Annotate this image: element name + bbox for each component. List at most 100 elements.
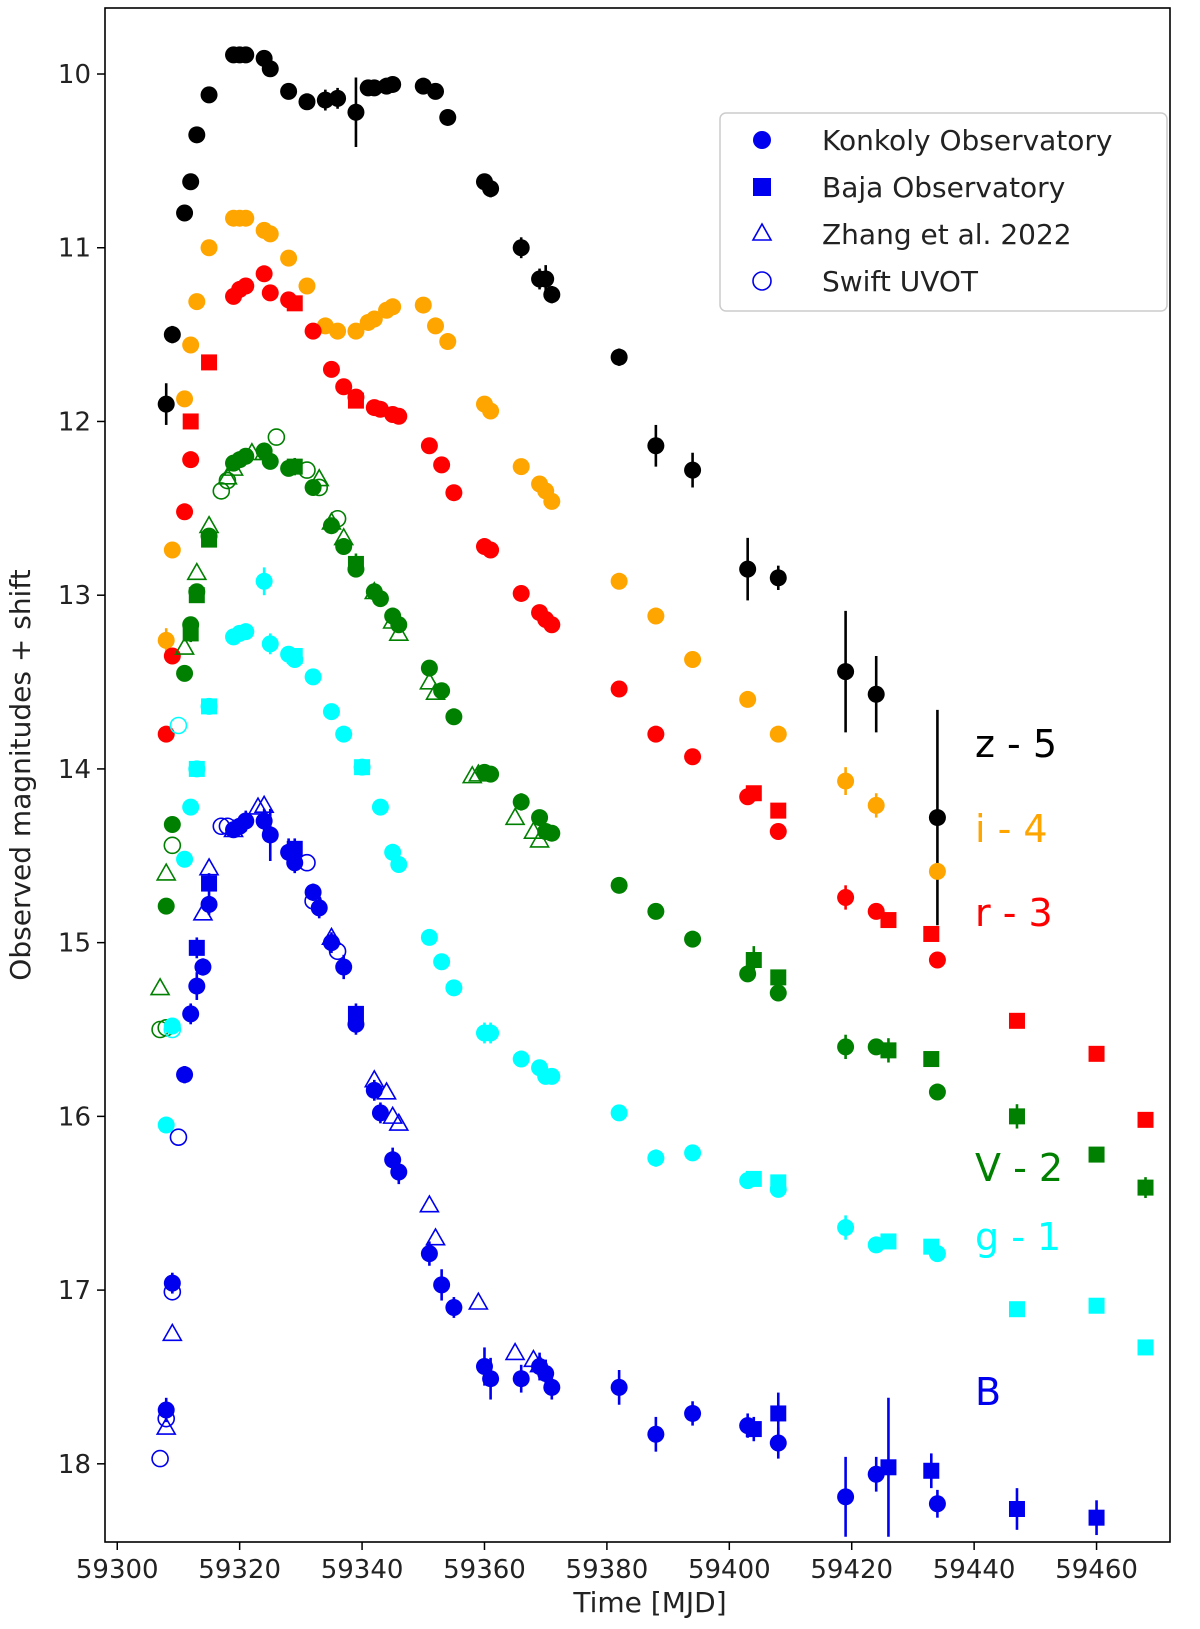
konkoly-point-B <box>647 1425 665 1443</box>
zhang-point-V <box>186 561 208 581</box>
konkoly-point-r <box>261 284 279 302</box>
swift-point-B <box>169 1128 188 1147</box>
konkoly-point-V <box>335 538 353 556</box>
konkoly-point-V <box>739 965 757 983</box>
baja-point-V <box>1137 1179 1154 1196</box>
x-tick-label: 59360 <box>443 1555 526 1585</box>
konkoly-point-r <box>157 725 175 743</box>
konkoly-point-V <box>647 902 665 920</box>
konkoly-point-V <box>390 616 408 634</box>
zhang-point-V <box>388 622 410 641</box>
swift-point-g <box>169 716 188 735</box>
konkoly-point-g <box>420 928 438 946</box>
y-axis: 10 11 12 13 14 15 16 17 18 <box>58 60 105 1480</box>
konkoly-point-r <box>347 388 365 406</box>
konkoly-point-V <box>684 930 702 948</box>
data-points-layer <box>149 46 1154 1526</box>
baja-point-V <box>770 969 787 986</box>
konkoly-point-B <box>286 854 304 872</box>
konkoly-point-V <box>280 459 298 477</box>
baja-point-r <box>770 802 787 819</box>
baja-point-V <box>1088 1146 1105 1163</box>
konkoly-point-g <box>512 1050 530 1068</box>
konkoly-point-B <box>482 1370 500 1388</box>
baja-point-r <box>1008 1012 1025 1029</box>
konkoly-point-r <box>482 541 500 559</box>
konkoly-point-z <box>188 126 206 144</box>
legend-marker-konkoly <box>753 131 771 149</box>
zhang-point-B <box>504 1342 526 1361</box>
konkoly-point-z <box>298 93 316 111</box>
konkoly-point-B <box>420 1245 438 1263</box>
konkoly-point-i <box>261 225 279 243</box>
konkoly-point-z <box>427 82 445 100</box>
konkoly-point-V <box>182 616 200 634</box>
baja-point-r <box>880 912 897 929</box>
konkoly-point-V <box>347 560 365 578</box>
konkoly-point-B <box>928 1495 946 1513</box>
baja-point-B <box>770 1405 787 1422</box>
konkoly-point-V <box>322 517 340 535</box>
y-tick-label: 17 <box>58 1276 91 1306</box>
konkoly-point-g <box>684 1144 702 1162</box>
konkoly-point-B <box>310 899 328 917</box>
konkoly-point-V <box>543 824 561 842</box>
zhang-point-V <box>149 977 171 996</box>
band-label-g: g - 1 <box>975 1215 1061 1259</box>
konkoly-point-V <box>512 793 530 811</box>
konkoly-point-V <box>261 452 279 470</box>
konkoly-point-z <box>684 461 702 479</box>
y-tick-label: 10 <box>58 60 91 90</box>
konkoly-point-B <box>188 977 206 995</box>
konkoly-point-B <box>261 826 279 844</box>
zhang-point-V <box>504 806 526 826</box>
konkoly-point-i <box>647 607 665 625</box>
legend: Konkoly Observatory Baja Observatory Zha… <box>719 112 1168 312</box>
konkoly-point-r <box>335 378 353 396</box>
legend-box <box>719 112 1168 312</box>
konkoly-point-r <box>867 902 885 920</box>
konkoly-point-g <box>353 758 371 776</box>
konkoly-point-g <box>482 1024 500 1042</box>
konkoly-point-z <box>543 286 561 304</box>
konkoly-point-B <box>304 883 322 901</box>
konkoly-point-r <box>610 680 628 698</box>
konkoly-point-g <box>188 760 206 778</box>
konkoly-point-g <box>335 725 353 743</box>
konkoly-point-i <box>163 541 181 559</box>
konkoly-point-z <box>384 75 402 93</box>
konkoly-point-V <box>420 659 438 677</box>
konkoly-point-g <box>543 1067 561 1085</box>
konkoly-point-B <box>610 1378 628 1396</box>
konkoly-point-g <box>647 1149 665 1167</box>
konkoly-point-z <box>261 60 279 78</box>
y-tick-label: 18 <box>58 1450 91 1480</box>
konkoly-point-i <box>512 458 530 476</box>
konkoly-point-g <box>176 850 194 868</box>
konkoly-point-r <box>647 725 665 743</box>
konkoly-point-i <box>739 690 757 708</box>
konkoly-point-r <box>182 451 200 469</box>
baja-point-r <box>1088 1045 1105 1062</box>
konkoly-point-g <box>157 1116 175 1134</box>
konkoly-point-r <box>322 360 340 378</box>
konkoly-point-i <box>237 209 255 227</box>
konkoly-point-B <box>255 812 273 830</box>
zhang-point-B <box>388 1112 410 1131</box>
baja-point-r <box>1137 1111 1154 1128</box>
x-tick-label: 59440 <box>933 1555 1016 1585</box>
konkoly-point-g <box>304 668 322 686</box>
konkoly-point-z <box>439 108 457 126</box>
konkoly-point-B <box>739 1417 757 1435</box>
legend-marker-baja <box>753 178 771 196</box>
konkoly-point-g <box>928 1245 946 1263</box>
konkoly-point-B <box>433 1276 451 1294</box>
konkoly-point-r <box>837 888 855 906</box>
band-label-i: i - 4 <box>975 807 1048 851</box>
konkoly-point-r <box>543 616 561 634</box>
konkoly-point-i <box>867 796 885 814</box>
konkoly-point-i <box>365 310 383 328</box>
konkoly-point-i <box>427 317 445 335</box>
baja-point-g <box>1088 1297 1105 1314</box>
